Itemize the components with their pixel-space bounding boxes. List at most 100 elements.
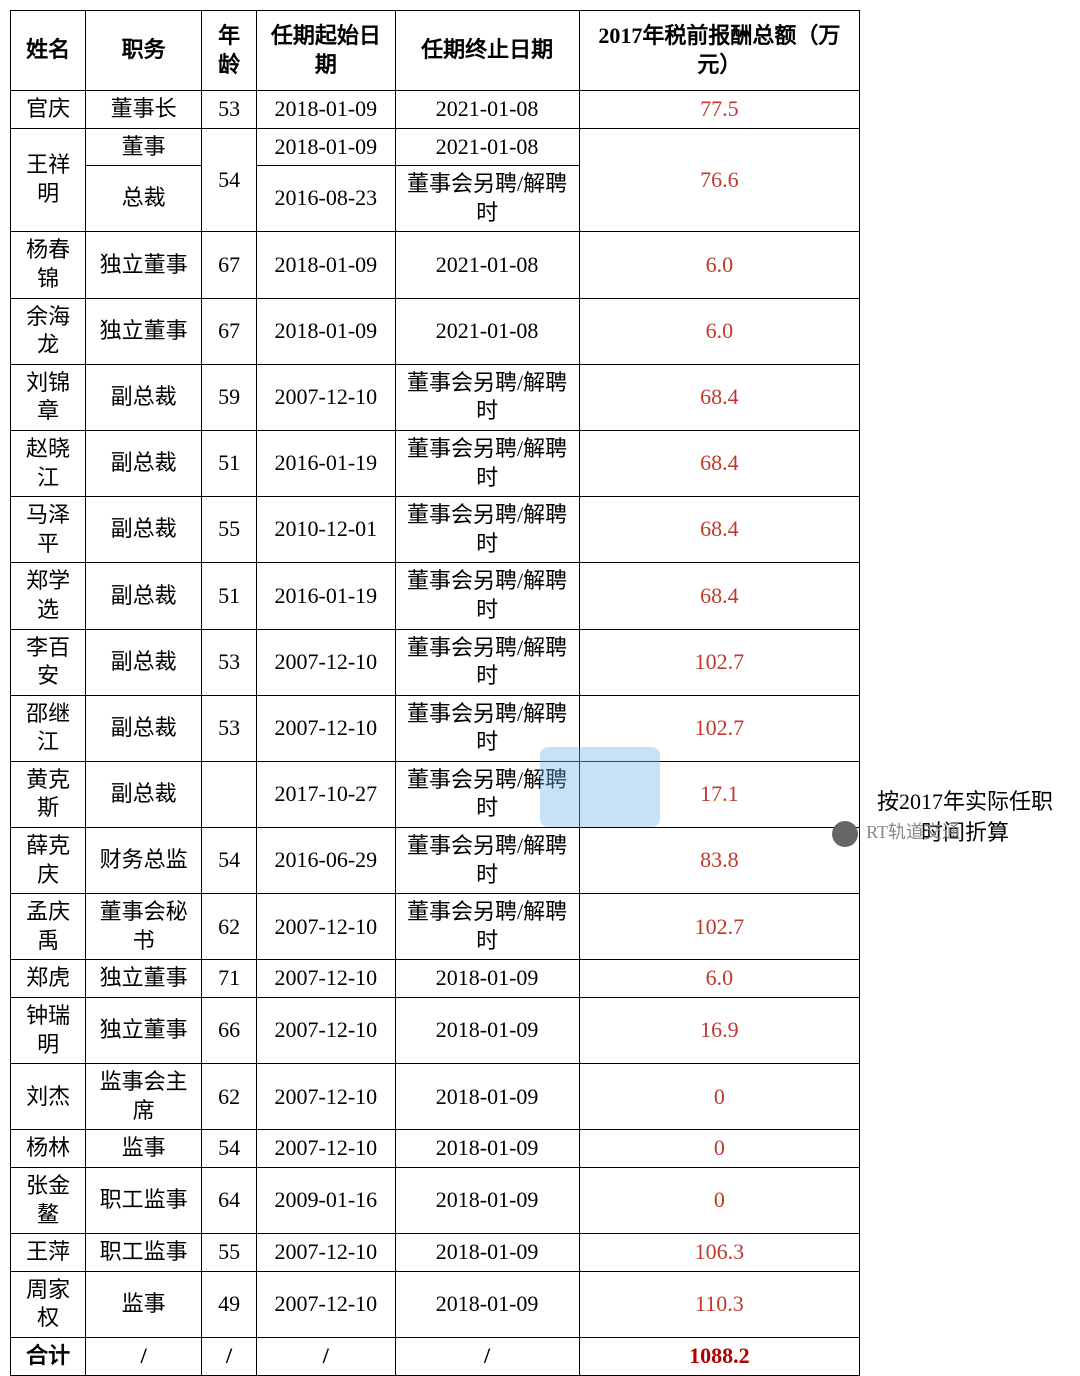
cell-salary: 68.4 (579, 430, 859, 496)
cell-start: 2007-12-10 (257, 1271, 395, 1337)
cell-end: 2018-01-09 (395, 1168, 579, 1234)
cell-name: 李百安 (11, 629, 86, 695)
cell-age: 53 (202, 695, 257, 761)
table-header-row: 姓名 职务 年龄 任期起始日期 任期终止日期 2017年税前报酬总额（万元） (11, 11, 860, 91)
table-row: 赵晓江副总裁512016-01-19董事会另聘/解聘时68.4 (11, 430, 860, 496)
cell-salary: 102.7 (579, 894, 859, 960)
cell-age (202, 761, 257, 827)
cell-end: 2018-01-09 (395, 960, 579, 998)
table-total-row: 合计////1088.2 (11, 1337, 860, 1375)
col-position: 职务 (86, 11, 202, 91)
col-name: 姓名 (11, 11, 86, 91)
cell-name: 黄克斯 (11, 761, 86, 827)
cell-salary: 0 (579, 1130, 859, 1168)
cell-end: 2021-01-08 (395, 128, 579, 166)
cell-age: 54 (202, 128, 257, 232)
cell-age: 55 (202, 497, 257, 563)
cell-end: 董事会另聘/解聘时 (395, 695, 579, 761)
cell-salary: 16.9 (579, 998, 859, 1064)
cell-age: 67 (202, 232, 257, 298)
cell-age: 51 (202, 563, 257, 629)
cell-position: 副总裁 (86, 629, 202, 695)
cell-end: 董事会另聘/解聘时 (395, 761, 579, 827)
cell-start: 2007-12-10 (257, 1064, 395, 1130)
cell-end: 2018-01-09 (395, 1064, 579, 1130)
cell-age: 53 (202, 629, 257, 695)
cell-end: 2021-01-08 (395, 298, 579, 364)
cell-name: 余海龙 (11, 298, 86, 364)
cell-position: 财务总监 (86, 828, 202, 894)
cell-end: 2021-01-08 (395, 232, 579, 298)
table-row: 刘锦章副总裁592007-12-10董事会另聘/解聘时68.4 (11, 364, 860, 430)
cell-end: 董事会另聘/解聘时 (395, 629, 579, 695)
cell-end: 2021-01-08 (395, 91, 579, 129)
cell-position: 监事会主席 (86, 1064, 202, 1130)
cell-salary: 68.4 (579, 364, 859, 430)
cell-salary: 6.0 (579, 960, 859, 998)
cell-start: 2009-01-16 (257, 1168, 395, 1234)
table-row: 周家权监事492007-12-102018-01-09110.3 (11, 1271, 860, 1337)
col-end: 任期终止日期 (395, 11, 579, 91)
cell-salary: 6.0 (579, 298, 859, 364)
cell-name: 刘锦章 (11, 364, 86, 430)
cell-age: 62 (202, 894, 257, 960)
watermark-text: RT轨道交通 (866, 822, 960, 842)
cell-position: 监事 (86, 1130, 202, 1168)
cell-age: 54 (202, 1130, 257, 1168)
cell-age: 51 (202, 430, 257, 496)
table-row: 孟庆禹董事会秘书622007-12-10董事会另聘/解聘时102.7 (11, 894, 860, 960)
watermark-icon (832, 821, 858, 847)
cell-salary: 0 (579, 1064, 859, 1130)
cell-end: 2018-01-09 (395, 1234, 579, 1272)
cell-position: 董事长 (86, 91, 202, 129)
cell-name: 刘杰 (11, 1064, 86, 1130)
cell-slash: / (86, 1337, 202, 1375)
side-note: 按2017年实际任职时间折算 (860, 307, 1060, 1079)
cell-age: 67 (202, 298, 257, 364)
cell-name: 官庆 (11, 91, 86, 129)
table-row: 张金鳌职工监事642009-01-162018-01-090 (11, 1168, 860, 1234)
cell-start: 2007-12-10 (257, 894, 395, 960)
cell-age: 66 (202, 998, 257, 1064)
cell-position: 职工监事 (86, 1168, 202, 1234)
cell-start: 2018-01-09 (257, 128, 395, 166)
cell-position: 副总裁 (86, 364, 202, 430)
cell-age: 59 (202, 364, 257, 430)
cell-name: 郑虎 (11, 960, 86, 998)
col-age: 年龄 (202, 11, 257, 91)
cell-position: 独立董事 (86, 960, 202, 998)
cell-position: 副总裁 (86, 497, 202, 563)
cell-name: 杨春锦 (11, 232, 86, 298)
cell-name: 孟庆禹 (11, 894, 86, 960)
cell-position: 监事 (86, 1271, 202, 1337)
table-row: 王萍职工监事552007-12-102018-01-09106.3 (11, 1234, 860, 1272)
cell-start: 2018-01-09 (257, 91, 395, 129)
cell-age: 55 (202, 1234, 257, 1272)
cell-position: 独立董事 (86, 232, 202, 298)
cell-start: 2018-01-09 (257, 298, 395, 364)
table-row: 郑学选副总裁512016-01-19董事会另聘/解聘时68.4 (11, 563, 860, 629)
cell-start: 2016-06-29 (257, 828, 395, 894)
cell-end: 2018-01-09 (395, 1130, 579, 1168)
cell-start: 2018-01-09 (257, 232, 395, 298)
cell-salary: 77.5 (579, 91, 859, 129)
cell-name: 杨林 (11, 1130, 86, 1168)
table-row: 杨林监事542007-12-102018-01-090 (11, 1130, 860, 1168)
cell-age: 62 (202, 1064, 257, 1130)
cell-position: 副总裁 (86, 563, 202, 629)
cell-age: 49 (202, 1271, 257, 1337)
cell-salary: 83.8 (579, 828, 859, 894)
cell-total-label: 合计 (11, 1337, 86, 1375)
cell-name: 王萍 (11, 1234, 86, 1272)
cell-name: 张金鳌 (11, 1168, 86, 1234)
cell-start: 2016-08-23 (257, 166, 395, 232)
cell-name: 马泽平 (11, 497, 86, 563)
cell-end: 董事会另聘/解聘时 (395, 828, 579, 894)
table-row: 邵继江副总裁532007-12-10董事会另聘/解聘时102.7 (11, 695, 860, 761)
cell-position: 董事会秘书 (86, 894, 202, 960)
table-row: 刘杰监事会主席622007-12-102018-01-090 (11, 1064, 860, 1130)
cell-end: 董事会另聘/解聘时 (395, 497, 579, 563)
cell-salary: 106.3 (579, 1234, 859, 1272)
cell-name: 王祥明 (11, 128, 86, 232)
cell-name: 郑学选 (11, 563, 86, 629)
